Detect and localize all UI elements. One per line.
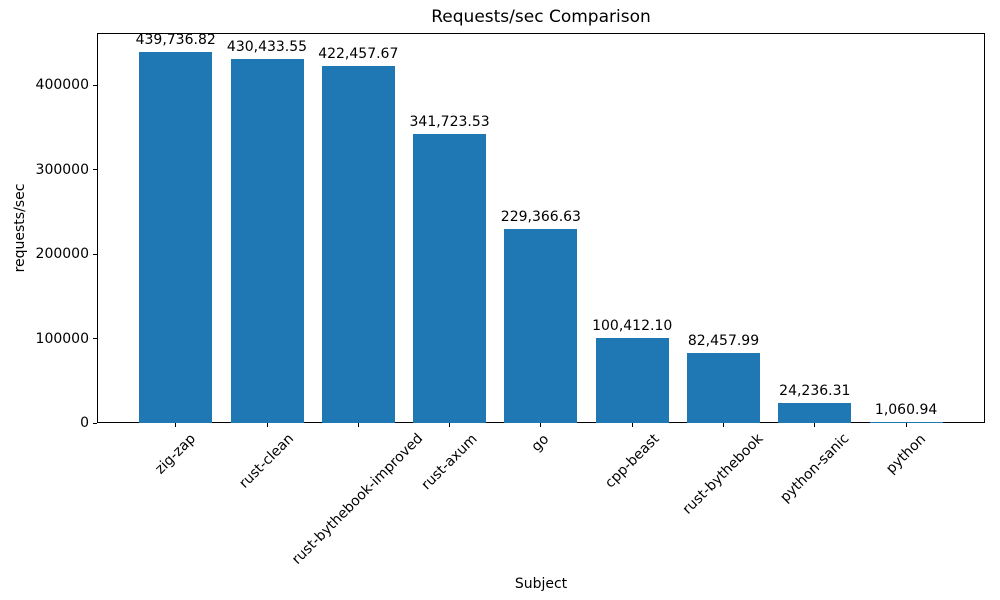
bar-value-label: 341,723.53	[409, 114, 490, 131]
bar-cpp-beast	[595, 338, 669, 423]
x-tick-mark	[449, 423, 451, 427]
x-tick-label-python-sanic: python-sanic	[777, 430, 853, 507]
bar-value-label: 100,412.10	[592, 318, 673, 335]
x-tick-label-zig-zap: zig-zap	[151, 430, 199, 478]
x-tick-mark	[175, 423, 177, 427]
x-tick-label-cpp-beast: cpp-beast	[601, 430, 663, 492]
bar-rust-bythebook	[687, 353, 760, 423]
bar-python	[869, 422, 943, 423]
x-tick-label-rust-bythebook: rust-bythebook	[679, 431, 767, 518]
y-tick-mark	[93, 169, 97, 171]
y-axis-label: requests/sec	[12, 183, 28, 273]
bar-python-sanic	[778, 402, 852, 423]
x-tick-label-go: go	[528, 430, 553, 455]
bar-value-label: 229,366.63	[500, 209, 581, 226]
x-tick-mark	[631, 423, 633, 427]
bar-value-label: 439,736.82	[135, 31, 216, 48]
x-tick-mark	[357, 423, 359, 427]
y-tick-label: 100000	[35, 330, 89, 347]
chart-title: Requests/sec Comparison	[431, 7, 651, 27]
x-tick-mark	[723, 423, 724, 427]
y-tick-mark	[93, 253, 97, 255]
x-tick-mark	[540, 423, 542, 427]
bar-value-label: 422,457.67	[318, 46, 399, 63]
y-tick-label: 300000	[35, 161, 89, 178]
bar-zig-zap	[139, 51, 213, 423]
y-tick-label: 0	[80, 415, 89, 431]
bar-value-label: 24,236.31	[779, 382, 851, 399]
bar-value-label: 82,457.99	[687, 333, 760, 350]
bar-value-label: 1,060.94	[874, 402, 938, 418]
x-tick-label-python: python	[882, 430, 929, 477]
y-tick-mark	[93, 84, 97, 86]
bar-value-label: 430,433.55	[226, 39, 308, 56]
x-tick-label-rust-axum: rust-axum	[418, 431, 481, 494]
bar-rust-bythebook-improved	[321, 66, 395, 423]
bar-rust-clean	[230, 59, 304, 423]
bar-rust-axum	[413, 134, 487, 423]
x-axis-label: Subject	[514, 576, 568, 592]
x-tick-mark	[266, 423, 268, 427]
x-tick-label-rust-bythebook-improved: rust-bythebook-improved	[289, 430, 427, 569]
bar-go	[504, 229, 578, 423]
x-tick-label-rust-clean: rust-clean	[236, 430, 298, 492]
y-tick-label: 200000	[35, 246, 89, 263]
x-tick-mark	[814, 423, 816, 427]
y-tick-mark	[93, 422, 97, 424]
y-tick-label: 400000	[35, 77, 89, 94]
x-tick-mark	[905, 423, 907, 427]
y-tick-mark	[93, 338, 97, 340]
